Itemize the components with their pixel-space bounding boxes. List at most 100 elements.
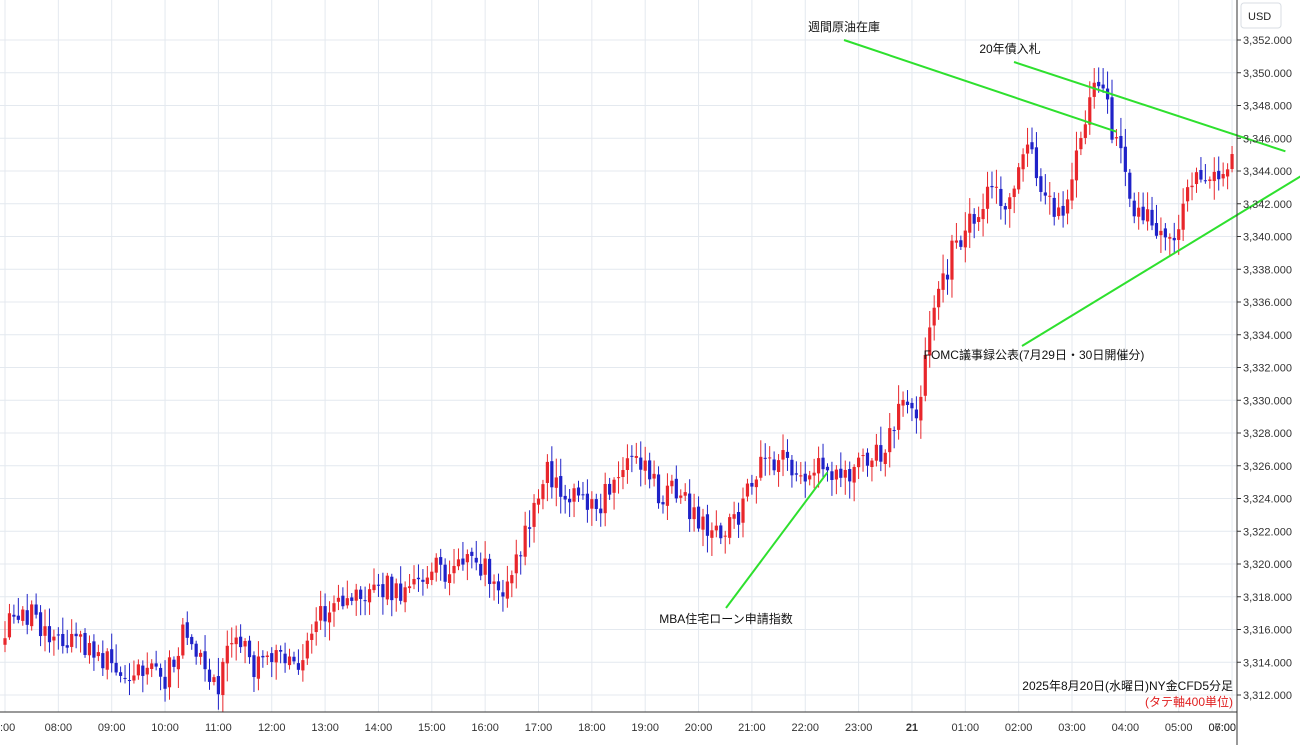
candle bbox=[1163, 223, 1167, 251]
candle bbox=[736, 502, 741, 538]
candle bbox=[599, 493, 603, 527]
candle-body bbox=[7, 613, 12, 638]
candle bbox=[243, 638, 247, 664]
candle-body bbox=[461, 558, 465, 565]
candle-body bbox=[16, 615, 20, 620]
candle-body bbox=[1141, 206, 1145, 221]
candle-body bbox=[576, 487, 581, 496]
candle-body bbox=[1226, 169, 1230, 177]
candle-body bbox=[705, 514, 710, 536]
y-tick-label: 3,334.000 bbox=[1243, 330, 1292, 342]
candle bbox=[545, 454, 549, 502]
candle-body bbox=[763, 457, 767, 459]
x-tick-label: 06:00 bbox=[1208, 722, 1236, 734]
candle bbox=[30, 600, 34, 631]
candle-body bbox=[25, 610, 29, 625]
candle bbox=[630, 445, 634, 473]
y-tick-label: 3,336.000 bbox=[1243, 297, 1292, 309]
candle bbox=[608, 477, 612, 500]
candle bbox=[945, 259, 950, 295]
candle-body bbox=[728, 517, 732, 538]
candle bbox=[1190, 172, 1194, 201]
candle bbox=[688, 479, 692, 532]
candle-body bbox=[808, 475, 812, 480]
candle bbox=[648, 452, 652, 489]
candle bbox=[870, 458, 874, 482]
candle bbox=[839, 452, 843, 488]
candle bbox=[430, 562, 434, 586]
currency-badge[interactable]: USD bbox=[1240, 2, 1282, 29]
candle-body bbox=[999, 188, 1003, 206]
candle bbox=[1226, 163, 1230, 190]
candle-body bbox=[114, 662, 118, 673]
candle-body bbox=[1070, 179, 1074, 201]
candle bbox=[812, 458, 816, 489]
candle-body bbox=[1181, 203, 1185, 230]
candle-body bbox=[1074, 150, 1079, 181]
candle bbox=[621, 457, 625, 490]
candle bbox=[487, 553, 492, 598]
candle bbox=[199, 649, 203, 665]
candle bbox=[554, 458, 558, 507]
y-tick-label: 3,318.000 bbox=[1243, 592, 1292, 604]
candle-body bbox=[510, 575, 514, 584]
chart-footer: 2025年8月20日(水曜日)NY金CFD5分足 (タテ軸400単位) bbox=[1022, 678, 1233, 709]
candle-body bbox=[852, 466, 856, 483]
candle bbox=[794, 461, 798, 482]
candle bbox=[292, 651, 296, 665]
candle bbox=[857, 452, 861, 479]
chart-title: 2025年8月20日(水曜日)NY金CFD5分足 bbox=[1022, 678, 1233, 693]
candle bbox=[310, 624, 314, 654]
candle bbox=[776, 454, 781, 487]
candle bbox=[505, 565, 509, 608]
candle bbox=[172, 656, 176, 673]
candle bbox=[1048, 181, 1052, 215]
candlesticks bbox=[3, 67, 1234, 713]
candle bbox=[287, 648, 292, 670]
candle bbox=[332, 595, 336, 627]
candle bbox=[501, 579, 505, 612]
candle bbox=[950, 234, 954, 298]
y-tick-label: 3,332.000 bbox=[1243, 363, 1292, 375]
candle bbox=[83, 628, 87, 658]
candle-body bbox=[487, 558, 492, 585]
candle-body bbox=[1172, 237, 1176, 241]
candle bbox=[341, 587, 345, 610]
candle bbox=[625, 444, 630, 484]
annotation-line bbox=[1021, 175, 1300, 347]
candle-body bbox=[447, 574, 452, 583]
candle bbox=[390, 573, 394, 617]
candle bbox=[461, 541, 465, 571]
annotation-line bbox=[843, 39, 1117, 133]
candle bbox=[759, 440, 763, 481]
candle-body bbox=[1083, 124, 1087, 138]
candle bbox=[968, 198, 972, 248]
candle bbox=[105, 648, 109, 680]
candle bbox=[372, 568, 376, 593]
candle-body bbox=[252, 655, 256, 678]
candle-body bbox=[443, 564, 447, 582]
candle bbox=[127, 663, 132, 696]
y-tick-label: 3,314.000 bbox=[1243, 657, 1292, 669]
candle-body bbox=[3, 638, 7, 645]
candle bbox=[381, 572, 385, 615]
candle bbox=[981, 193, 985, 237]
candle bbox=[70, 619, 74, 653]
candle bbox=[843, 460, 847, 495]
candle-body bbox=[110, 649, 114, 664]
y-tick-label: 3,326.000 bbox=[1243, 461, 1292, 473]
candle bbox=[425, 565, 429, 589]
candle-body bbox=[292, 656, 296, 662]
candle-body bbox=[1154, 223, 1159, 236]
candle-body bbox=[910, 402, 914, 409]
candle-body bbox=[1061, 205, 1065, 216]
candle bbox=[937, 281, 941, 320]
candle bbox=[897, 385, 901, 440]
candle-body bbox=[376, 584, 381, 586]
candle bbox=[1110, 79, 1114, 144]
candle-body bbox=[656, 474, 661, 504]
y-tick-label: 3,352.000 bbox=[1243, 35, 1292, 47]
candle bbox=[665, 473, 670, 521]
x-tick-label: 16:00 bbox=[471, 722, 499, 734]
candle bbox=[1181, 188, 1185, 241]
